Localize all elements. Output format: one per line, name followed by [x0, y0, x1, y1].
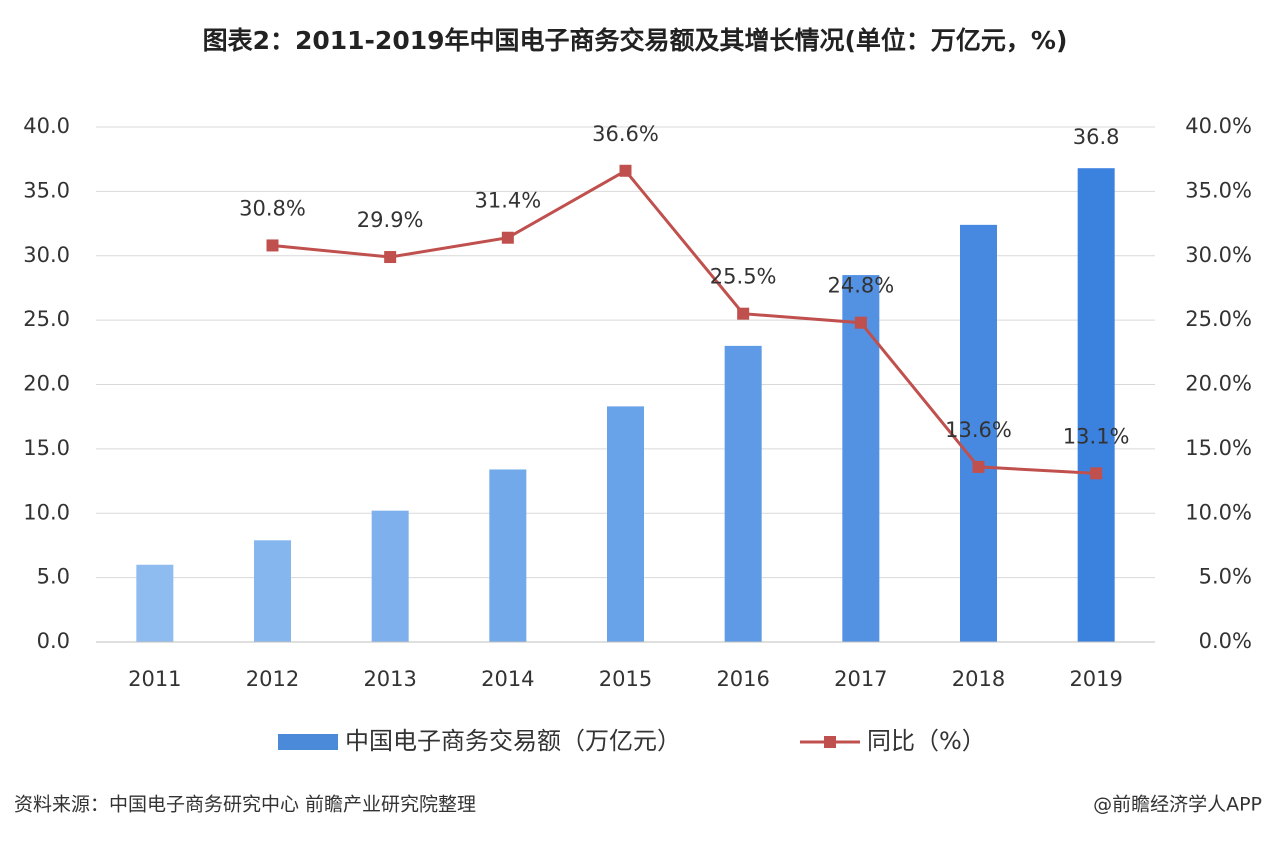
credit: @前瞻经济学人APP	[1093, 794, 1262, 816]
bar	[489, 469, 527, 642]
x-tick-label: 2017	[834, 667, 887, 691]
y2-tick-label: 40.0%	[1185, 114, 1252, 138]
x-tick-label: 2014	[481, 667, 534, 691]
line-marker	[737, 307, 750, 320]
line	[272, 168, 1097, 475]
bar	[607, 406, 644, 642]
y2-tick-label: 25.0%	[1185, 307, 1252, 331]
y-tick-label: 15.0	[23, 436, 70, 460]
y2-tick-label: 20.0%	[1185, 372, 1252, 396]
chart-title: 图表2：2011-2019年中国电子商务交易额及其增长情况(单位：万亿元，%)	[203, 26, 1068, 55]
legend-swatch	[278, 734, 338, 750]
y2-tick-label: 10.0%	[1185, 500, 1252, 524]
y2-tick-label: 5.0%	[1199, 565, 1252, 589]
legend-label: 同比（%）	[867, 727, 986, 755]
x-tick-label: 2015	[599, 667, 652, 691]
bar	[254, 540, 291, 642]
line-marker	[266, 239, 279, 252]
data-label: 29.9%	[357, 208, 424, 232]
data-label: 13.1%	[1063, 424, 1130, 448]
x-tick-label: 2012	[246, 667, 299, 691]
x-tick-label: 2013	[363, 667, 416, 691]
bar	[960, 224, 997, 642]
legend-label: 中国电子商务交易额（万亿元）	[345, 727, 681, 755]
y-tick-label: 0.0	[37, 629, 70, 653]
data-label: 31.4%	[474, 189, 541, 213]
line-marker	[384, 251, 397, 264]
x-tick-label: 2016	[716, 667, 769, 691]
y-tick-label: 10.0	[23, 500, 70, 524]
y2-tick-label: 15.0%	[1185, 436, 1252, 460]
y-tick-label: 35.0	[23, 178, 70, 202]
data-label: 36.8	[1073, 125, 1120, 149]
legend-swatch	[824, 736, 836, 748]
data-label: 13.6%	[945, 418, 1012, 442]
x-tick-label: 2011	[128, 667, 181, 691]
data-label: 30.8%	[239, 196, 306, 220]
bar	[371, 510, 409, 642]
y-tick-label: 40.0	[23, 114, 70, 138]
bar	[842, 275, 880, 642]
line-marker	[854, 316, 867, 329]
y2-tick-label: 0.0%	[1199, 629, 1252, 653]
data-label: 25.5%	[710, 265, 777, 289]
y-tick-label: 30.0	[23, 243, 70, 267]
y2-tick-label: 30.0%	[1185, 243, 1252, 267]
line-marker	[619, 164, 632, 177]
line-marker	[1090, 467, 1103, 480]
y-tick-label: 20.0	[23, 372, 70, 396]
bar	[1077, 168, 1115, 642]
data-label: 36.6%	[592, 122, 659, 146]
line-marker	[972, 460, 985, 473]
bar	[136, 564, 174, 642]
x-tick-label: 2018	[952, 667, 1005, 691]
data-label: 24.8%	[827, 274, 894, 298]
x-tick-label: 2019	[1069, 667, 1122, 691]
source-note: 资料来源：中国电子商务研究中心 前瞻产业研究院整理	[14, 794, 476, 816]
y2-tick-label: 35.0%	[1185, 178, 1252, 202]
y-tick-label: 25.0	[23, 307, 70, 331]
y-tick-label: 5.0	[37, 565, 70, 589]
line-marker	[501, 231, 514, 244]
bar	[724, 345, 762, 642]
